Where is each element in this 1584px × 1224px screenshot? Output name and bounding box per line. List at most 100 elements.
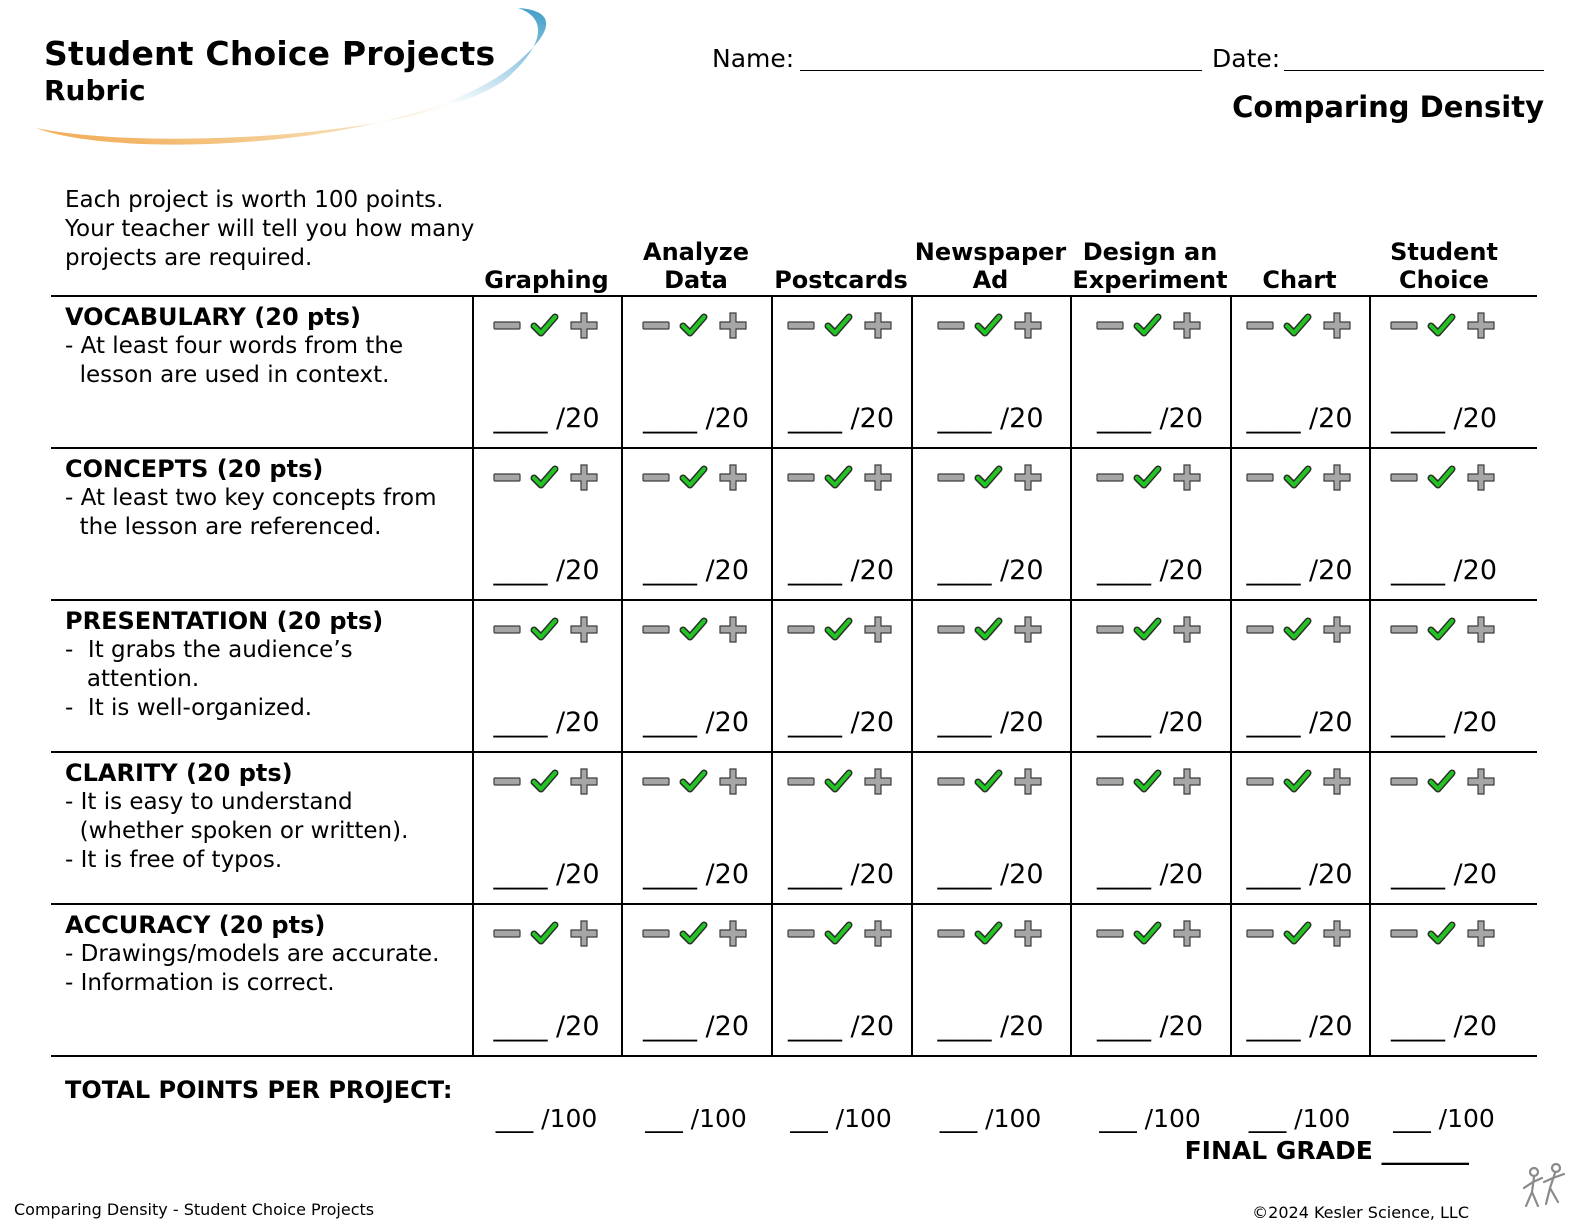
rating-marks[interactable] bbox=[786, 463, 896, 493]
rating-marks[interactable] bbox=[786, 311, 896, 341]
rating-marks[interactable] bbox=[1389, 919, 1499, 949]
rating-marks[interactable] bbox=[641, 615, 751, 645]
score-blank[interactable]: ____ /20 bbox=[1096, 859, 1204, 890]
criterion-line: - At least four words from the bbox=[65, 333, 404, 359]
score-blank[interactable]: ____ /20 bbox=[1246, 1011, 1353, 1042]
rating-marks[interactable] bbox=[1389, 767, 1499, 797]
score-blank[interactable]: ____ /20 bbox=[642, 555, 750, 586]
rating-marks[interactable] bbox=[1389, 463, 1499, 493]
footer-left: Comparing Density - Student Choice Proje… bbox=[14, 1200, 375, 1219]
date-label: Date: bbox=[1212, 44, 1281, 73]
rating-marks[interactable] bbox=[1095, 767, 1205, 797]
score-blank[interactable]: ____ /20 bbox=[787, 707, 895, 738]
rating-marks[interactable] bbox=[786, 919, 896, 949]
score-blank[interactable]: ____ /20 bbox=[787, 403, 895, 434]
score-blank[interactable]: ____ /20 bbox=[937, 555, 1044, 586]
plus-icon bbox=[719, 920, 747, 947]
check-icon bbox=[679, 617, 708, 641]
score-blank[interactable]: ____ /20 bbox=[1390, 707, 1498, 738]
final-grade[interactable]: FINAL GRADE _______ bbox=[1184, 1136, 1469, 1165]
minus-icon bbox=[492, 473, 521, 482]
total-score-blank[interactable]: ___ /100 bbox=[1248, 1104, 1351, 1133]
rating-marks[interactable] bbox=[936, 767, 1046, 797]
rating-marks[interactable] bbox=[492, 463, 602, 493]
rating-marks[interactable] bbox=[936, 463, 1046, 493]
score-blank[interactable]: ____ /20 bbox=[493, 859, 600, 890]
score-blank[interactable]: ____ /20 bbox=[1246, 859, 1353, 890]
minus-icon bbox=[642, 321, 670, 330]
minus-icon bbox=[1390, 473, 1418, 482]
rating-marks[interactable] bbox=[936, 919, 1046, 949]
rating-marks[interactable] bbox=[492, 615, 602, 645]
score-blank[interactable]: ____ /20 bbox=[1246, 707, 1353, 738]
score-blank[interactable]: ____ /20 bbox=[493, 403, 600, 434]
score-blank[interactable]: ____ /20 bbox=[493, 1011, 600, 1042]
score-blank[interactable]: ____ /20 bbox=[787, 1011, 895, 1042]
rating-marks[interactable] bbox=[1095, 615, 1205, 645]
rating-marks[interactable] bbox=[1389, 311, 1499, 341]
row-divider bbox=[51, 1055, 1537, 1057]
rating-marks[interactable] bbox=[1389, 615, 1499, 645]
total-score-blank[interactable]: ___ /100 bbox=[939, 1104, 1042, 1133]
plus-icon bbox=[569, 920, 598, 947]
score-blank[interactable]: ____ /20 bbox=[1096, 1011, 1204, 1042]
column-header-line: Chart bbox=[1262, 266, 1337, 294]
minus-icon bbox=[1096, 777, 1124, 786]
score-blank[interactable]: ____ /20 bbox=[787, 859, 895, 890]
name-field[interactable] bbox=[800, 70, 1202, 71]
score-blank[interactable]: ____ /20 bbox=[642, 859, 750, 890]
score-blank[interactable]: ____ /20 bbox=[1390, 403, 1498, 434]
column-header-line: Postcards bbox=[774, 266, 908, 294]
rating-marks[interactable] bbox=[936, 311, 1046, 341]
rating-marks[interactable] bbox=[1245, 463, 1355, 493]
total-score-blank[interactable]: ___ /100 bbox=[645, 1104, 747, 1133]
rating-marks[interactable] bbox=[492, 919, 602, 949]
rating-marks[interactable] bbox=[641, 767, 751, 797]
rating-marks[interactable] bbox=[1095, 311, 1205, 341]
kesler-logo-icon bbox=[1522, 1162, 1566, 1208]
total-score-blank[interactable]: ___ /100 bbox=[1393, 1104, 1495, 1133]
rating-marks[interactable] bbox=[492, 767, 602, 797]
check-icon bbox=[530, 921, 558, 945]
rating-marks[interactable] bbox=[641, 311, 751, 341]
rating-marks[interactable] bbox=[641, 919, 751, 949]
score-blank[interactable]: ____ /20 bbox=[1096, 403, 1204, 434]
rating-marks[interactable] bbox=[786, 767, 896, 797]
score-blank[interactable]: ____ /20 bbox=[642, 707, 750, 738]
rating-marks[interactable] bbox=[1095, 919, 1205, 949]
score-blank[interactable]: ____ /20 bbox=[1390, 1011, 1498, 1042]
rating-marks[interactable] bbox=[492, 311, 602, 341]
total-score-blank[interactable]: ___ /100 bbox=[790, 1104, 892, 1133]
rating-marks[interactable] bbox=[1245, 767, 1355, 797]
rating-marks[interactable] bbox=[1245, 615, 1355, 645]
score-blank[interactable]: ____ /20 bbox=[493, 555, 600, 586]
rating-marks[interactable] bbox=[936, 615, 1046, 645]
rating-marks[interactable] bbox=[1245, 919, 1355, 949]
column-header-line: Data bbox=[664, 266, 728, 294]
score-blank[interactable]: ____ /20 bbox=[1096, 707, 1204, 738]
score-blank[interactable]: ____ /20 bbox=[1096, 555, 1204, 586]
score-blank[interactable]: ____ /20 bbox=[642, 403, 750, 434]
column-divider bbox=[1369, 295, 1371, 1055]
score-blank[interactable]: ____ /20 bbox=[1390, 555, 1498, 586]
score-blank[interactable]: ____ /20 bbox=[937, 403, 1044, 434]
score-blank[interactable]: ____ /20 bbox=[937, 859, 1044, 890]
date-field[interactable] bbox=[1284, 70, 1544, 71]
score-blank[interactable]: ____ /20 bbox=[787, 555, 895, 586]
column-header-text: Newspaper Ad bbox=[915, 238, 1067, 294]
rating-marks[interactable] bbox=[786, 615, 896, 645]
check-icon bbox=[824, 313, 853, 337]
score-blank[interactable]: ____ /20 bbox=[642, 1011, 750, 1042]
rating-marks[interactable] bbox=[641, 463, 751, 493]
score-blank[interactable]: ____ /20 bbox=[937, 707, 1044, 738]
total-score-blank[interactable]: ___ /100 bbox=[1099, 1104, 1201, 1133]
rating-marks[interactable] bbox=[1095, 463, 1205, 493]
score-blank[interactable]: ____ /20 bbox=[1390, 859, 1498, 890]
score-blank[interactable]: ____ /20 bbox=[1246, 555, 1353, 586]
score-blank[interactable]: ____ /20 bbox=[1246, 403, 1353, 434]
total-score-blank[interactable]: ___ /100 bbox=[495, 1104, 598, 1133]
rating-marks[interactable] bbox=[1245, 311, 1355, 341]
score-blank[interactable]: ____ /20 bbox=[493, 707, 600, 738]
score-blank[interactable]: ____ /20 bbox=[937, 1011, 1044, 1042]
minus-icon bbox=[492, 777, 521, 786]
